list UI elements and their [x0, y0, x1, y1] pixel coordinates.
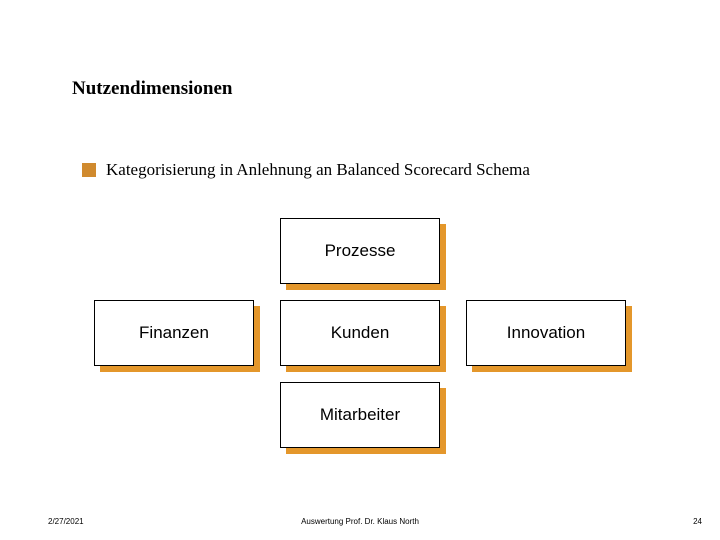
footer-page-number: 24 [693, 517, 702, 526]
diagram-row: Mitarbeiter [0, 382, 720, 448]
card-mitarbeiter: Mitarbeiter [280, 382, 440, 448]
card-innovation: Innovation [466, 300, 626, 366]
card-prozesse: Prozesse [280, 218, 440, 284]
scorecard-diagram: Prozesse Finanzen Kunden Innovation Mita… [0, 218, 720, 464]
card-label: Finanzen [94, 300, 254, 366]
card-finanzen: Finanzen [94, 300, 254, 366]
card-kunden: Kunden [280, 300, 440, 366]
card-label: Mitarbeiter [280, 382, 440, 448]
card-label: Kunden [280, 300, 440, 366]
bullet-text: Kategorisierung in Anlehnung an Balanced… [106, 160, 530, 180]
diagram-row: Prozesse [0, 218, 720, 284]
slide: Nutzendimensionen Kategorisierung in Anl… [0, 0, 720, 540]
diagram-row: Finanzen Kunden Innovation [0, 300, 720, 366]
bullet-item: Kategorisierung in Anlehnung an Balanced… [82, 160, 530, 180]
page-title: Nutzendimensionen [72, 78, 232, 100]
card-label: Innovation [466, 300, 626, 366]
square-bullet-icon [82, 163, 96, 177]
card-label: Prozesse [280, 218, 440, 284]
footer-center: Auswertung Prof. Dr. Klaus North [0, 517, 720, 526]
